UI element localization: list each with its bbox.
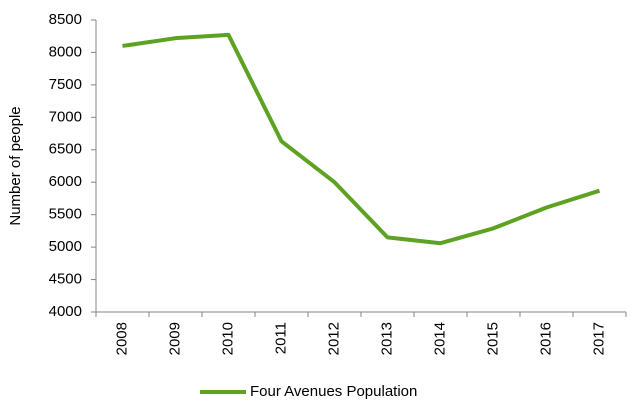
x-tick-label: 2014 <box>431 322 448 355</box>
x-tick-label: 2012 <box>325 322 342 355</box>
x-tick-label: 2008 <box>113 322 130 355</box>
x-tick-label: 2013 <box>378 322 395 355</box>
y-tick-label: 7000 <box>49 108 82 125</box>
x-tick-label: 2017 <box>590 322 607 355</box>
legend-label: Four Avenues Population <box>250 383 417 400</box>
y-tick-label: 5000 <box>49 238 82 255</box>
y-axis-title: Number of people <box>7 106 24 225</box>
y-tick-label: 8500 <box>49 11 82 28</box>
y-tick-label: 6500 <box>49 141 82 158</box>
data-line <box>122 32 601 246</box>
x-tick-label: 2010 <box>219 322 236 355</box>
y-tick-label: 4500 <box>49 271 82 288</box>
x-tick-label: 2009 <box>166 322 183 355</box>
x-tick-label: 2015 <box>484 322 501 355</box>
x-tick-label: 2011 <box>272 322 289 354</box>
y-tick-label: 6000 <box>49 173 82 190</box>
x-tick-label: 2016 <box>537 322 554 355</box>
y-tick-label: 7500 <box>49 76 82 93</box>
y-tick-label: 5500 <box>49 206 82 223</box>
y-tick-label: 8000 <box>49 43 82 60</box>
y-tick-label: 4000 <box>49 303 82 320</box>
